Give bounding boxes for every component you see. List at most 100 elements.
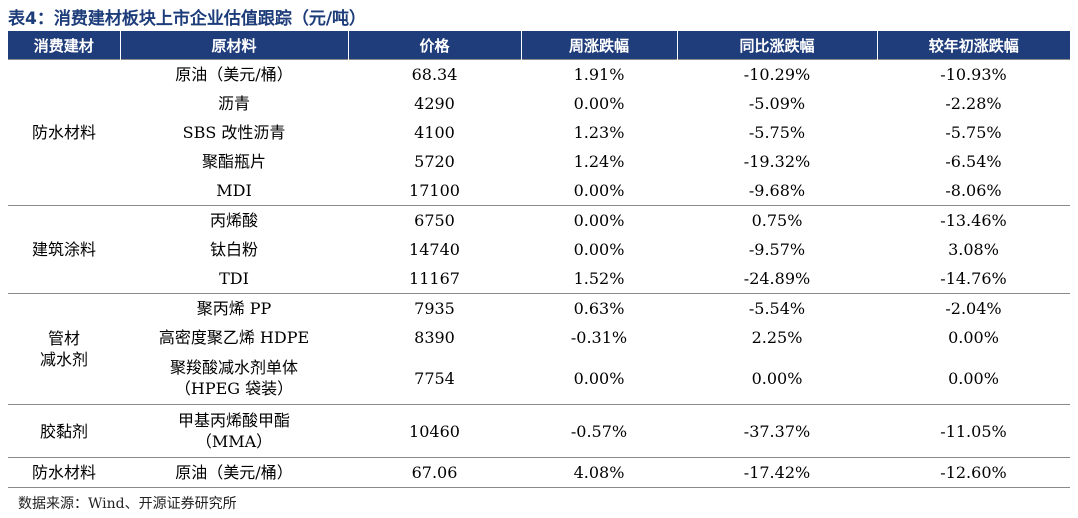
material-label: 原油（美元/桶）: [175, 463, 293, 482]
price-cell: 5720: [414, 152, 455, 171]
header-week-change: 周涨跌幅: [521, 31, 678, 60]
price-cell: 11167: [409, 269, 460, 288]
yoy-change-cell: -5.75%: [748, 123, 806, 142]
material-label: 聚羧酸减水剂单体: [169, 358, 298, 377]
price-cell: 14740: [409, 240, 460, 259]
material-cell: 丙烯酸: [120, 205, 348, 235]
week-change-cell: 0.00%: [573, 368, 625, 388]
table-row: 钛白粉 14740 0.00% -9.57% 3.08%: [8, 235, 1070, 264]
week-change-cell: 0.00%: [573, 240, 625, 259]
yoy-change-cell: -24.89%: [743, 269, 811, 288]
table-body: 防水材料 原油（美元/桶） 68.34 1.91% -10.29% -10.93% 沥青 42…: [8, 59, 1070, 488]
material-label: MDI: [216, 181, 252, 200]
valuation-table: 消费建材 原材料 价格 周涨跌幅 同比涨跌幅 较年初涨跌幅 防水材料原油（美元/…: [8, 31, 1070, 488]
material-label: TDI: [219, 269, 249, 288]
material-cell: 沥青: [120, 89, 348, 118]
table-row: 建筑涂料 丙烯酸 6750 0.00% 0.75% -13.46%: [8, 205, 1070, 294]
week-change-cell: 0.00%: [573, 181, 625, 200]
yoy-change-cell: -17.42%: [677, 457, 877, 488]
category-label: 胶黏剂: [39, 421, 88, 441]
price-cell: 17100: [409, 181, 460, 200]
yoy-change-cell: -9.57%: [748, 240, 806, 259]
header-yoy-change: 同比涨跌幅: [677, 31, 878, 60]
week-change-cell: 1.24%: [573, 152, 625, 171]
yoy-change-cell: 0.00%: [751, 368, 803, 388]
material-label: 聚酯瓶片: [201, 152, 266, 171]
category-cell: 管材 减水剂: [8, 293, 120, 405]
category-label: 建筑涂料: [31, 240, 96, 259]
yoy-change-cell: -5.54%: [677, 293, 877, 323]
price-cell: 7754: [414, 368, 455, 388]
category-cell: 防水材料: [8, 59, 120, 206]
ytd-change-cell: -2.28%: [945, 94, 1002, 113]
material-label: SBS 改性沥青: [182, 123, 286, 142]
table-row: 防水材料 原油（美元/桶） 68.34 1.91% -10.29% -10.93%: [8, 59, 1070, 206]
week-change-cell: 0.00%: [573, 94, 625, 113]
ytd-change-cell: -5.75%: [945, 123, 1002, 142]
ytd-change-cell: -10.93%: [877, 59, 1070, 89]
category-cell: 防水材料: [8, 457, 120, 488]
material-label: 原油（美元/桶）: [175, 65, 293, 84]
table-row: TDI 11167 1.52% -24.89% -14.76%: [8, 264, 1070, 294]
material-cell: 聚丙烯 PP: [120, 293, 348, 323]
material-cell: SBS 改性沥青: [120, 118, 348, 147]
header-material: 原材料: [120, 31, 349, 60]
week-change-cell: 1.23%: [573, 123, 625, 142]
week-change-cell: 0.00%: [521, 205, 677, 235]
category-cell: 建筑涂料: [8, 205, 120, 294]
category-label: 减水剂: [39, 350, 88, 369]
category-label: 防水材料: [31, 123, 96, 142]
material-cell: 原油（美元/桶）: [120, 59, 348, 89]
week-change-cell: 1.91%: [521, 59, 677, 89]
material-cell: 钛白粉: [120, 235, 348, 264]
material-label: （HPEG 袋装）: [174, 379, 294, 398]
week-change-cell: 0.63%: [521, 293, 677, 323]
price-cell: 67.06: [348, 457, 521, 488]
ytd-change-cell: 0.00%: [948, 368, 999, 388]
price-cell: 7935: [348, 293, 521, 323]
ytd-change-cell: -2.04%: [877, 293, 1070, 323]
material-cell: 聚羧酸减水剂单体 （HPEG 袋装）: [120, 352, 348, 405]
yoy-change-cell: -5.09%: [748, 94, 806, 113]
source-note: 数据来源：Wind、开源证券研究所: [18, 496, 237, 512]
yoy-change-cell: 0.75%: [677, 205, 877, 235]
table-title: 表4：消费建材板块上市企业估值跟踪（元/吨）: [8, 9, 367, 29]
table-row: 管材 减水剂 聚丙烯 PP 7935 0.63% -5.54% -2.04%: [8, 293, 1070, 405]
material-label: 聚丙烯 PP: [196, 299, 272, 318]
table-row: 高密度聚乙烯 HDPE 8390 -0.31% 2.25% 0.00%: [8, 323, 1070, 352]
week-change-cell: 4.08%: [521, 457, 677, 488]
header-category: 消费建材: [8, 31, 121, 60]
material-label: 沥青: [217, 94, 250, 113]
table-row: MDI 17100 0.00% -9.68% -8.06%: [8, 176, 1070, 206]
material-cell: 聚酯瓶片: [120, 147, 348, 176]
week-change-cell: -0.31%: [570, 328, 628, 347]
material-cell: TDI: [120, 264, 348, 294]
material-cell: 原油（美元/桶）: [120, 457, 348, 488]
material-label: 高密度聚乙烯 HDPE: [158, 328, 310, 347]
material-label: 丙烯酸: [209, 211, 258, 230]
price-cell: 68.34: [348, 59, 521, 89]
yoy-change-cell: -19.32%: [743, 152, 811, 171]
price-cell: 10460: [348, 404, 521, 458]
material-cell: MDI: [120, 176, 348, 206]
yoy-change-cell: -9.68%: [748, 181, 806, 200]
price-cell: 6750: [348, 205, 521, 235]
ytd-change-cell: -14.76%: [940, 269, 1007, 288]
table-row: 胶黏剂 甲基丙烯酸甲酯 （MMA） 10460 -0.57% -37.37% -11.05%: [8, 404, 1070, 458]
material-label: （MMA）: [195, 432, 273, 451]
table-row: 聚羧酸减水剂单体 （HPEG 袋装） 7754 0.00% 0.00% 0.00%: [8, 352, 1070, 405]
price-cell: 8390: [414, 328, 455, 347]
ytd-change-cell: -6.54%: [945, 152, 1002, 171]
price-cell: 4290: [414, 94, 455, 113]
price-cell: 4100: [414, 123, 455, 142]
material-cell: 高密度聚乙烯 HDPE: [120, 323, 348, 352]
table-row: 聚酯瓶片 5720 1.24% -19.32% -6.54%: [8, 147, 1070, 176]
table-row: 防水材料 原油（美元/桶） 67.06 4.08% -17.42% -12.60%: [8, 457, 1070, 488]
header-row: 消费建材 原材料 价格 周涨跌幅 同比涨跌幅 较年初涨跌幅: [8, 31, 1070, 60]
ytd-change-cell: -8.06%: [945, 181, 1002, 200]
yoy-change-cell: -10.29%: [677, 59, 877, 89]
header-price: 价格: [348, 31, 522, 60]
ytd-change-cell: 0.00%: [948, 328, 999, 347]
ytd-change-cell: -11.05%: [877, 404, 1070, 458]
header-ytd-change: 较年初涨跌幅: [877, 31, 1070, 60]
